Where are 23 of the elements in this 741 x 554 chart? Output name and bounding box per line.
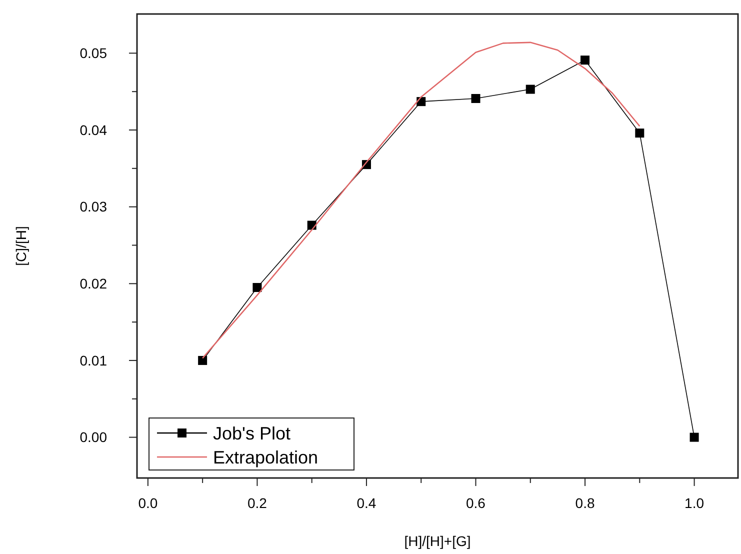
point (635, 128, 644, 138)
y-axis-title: [C]/[H] (13, 226, 29, 266)
y-tick-label: 0.05 (80, 45, 108, 62)
point (580, 56, 590, 65)
y-tick-label: 0.01 (80, 352, 108, 368)
point (198, 356, 208, 365)
legend-label: Extrapolation (213, 447, 318, 468)
x-tick-label: 0.8 (575, 495, 595, 511)
y-tick-label: 0.03 (80, 198, 108, 215)
point (471, 94, 480, 104)
legend-label: Job's Plot (213, 423, 290, 444)
x-tick-label: 1.0 (684, 495, 704, 511)
y-tick-label: 0.04 (80, 122, 108, 138)
x-tick-label: 0.0 (138, 495, 158, 511)
x-tick-label: 0.2 (247, 495, 268, 511)
y-tick-label: 0.00 (80, 429, 108, 446)
point (526, 84, 535, 94)
x-tick-label: 0.4 (356, 495, 376, 511)
y-tick-label: 0.02 (80, 276, 108, 292)
x-axis-title: [H]/[H]+[G] (404, 533, 471, 549)
point (690, 432, 699, 442)
point (252, 282, 262, 292)
x-tick-label: 0.6 (466, 495, 486, 511)
